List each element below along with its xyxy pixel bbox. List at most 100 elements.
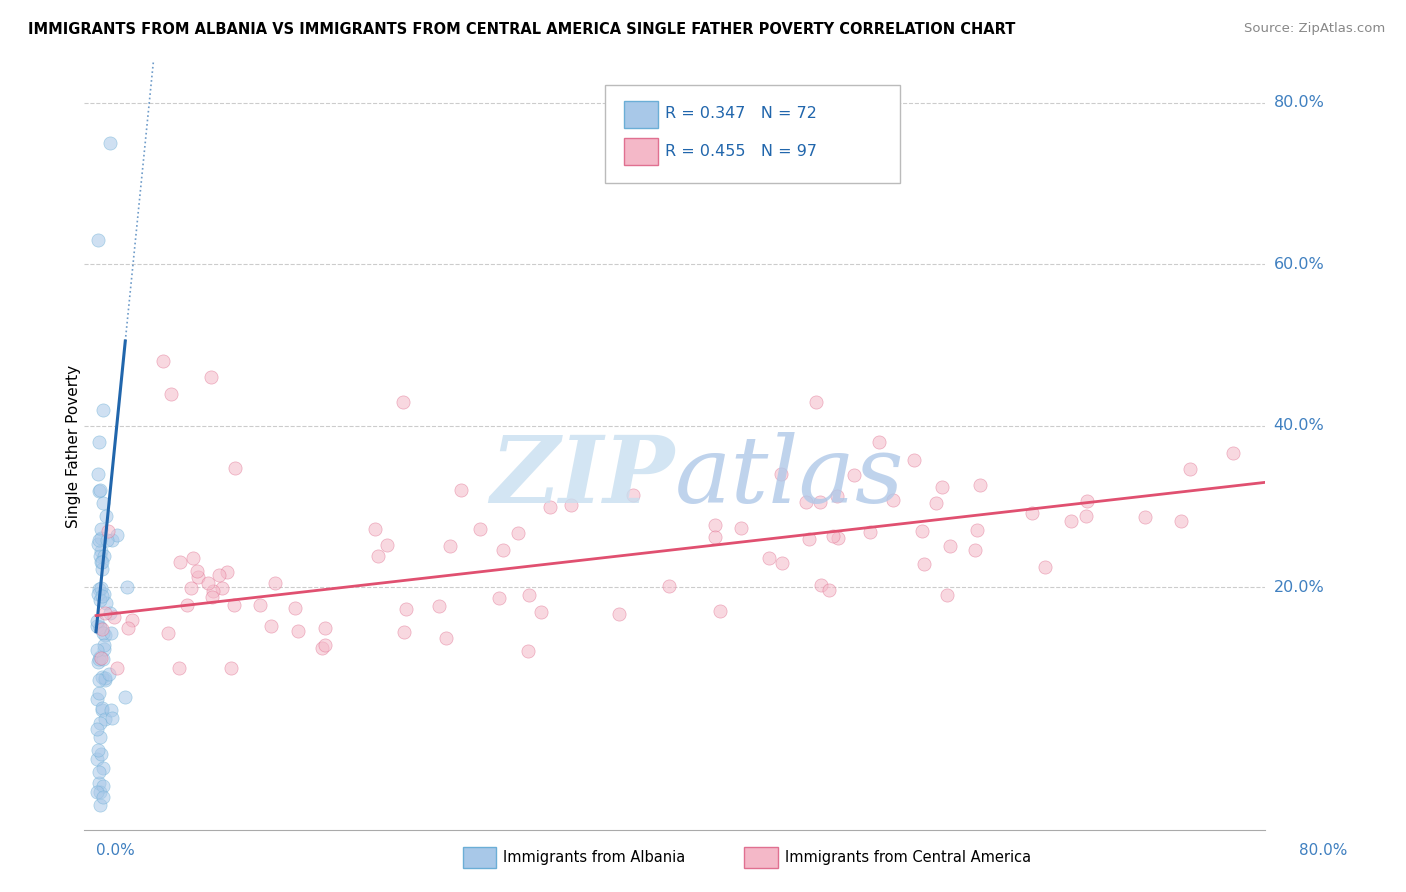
Point [89,593,111,607]
Y-axis label: Single Father Poverty: Single Father Poverty [66,365,80,527]
Point [224,598,246,612]
Point [827,531,849,545]
Point [1021,506,1043,520]
Point [115,581,138,595]
Point [86,752,108,766]
Point [93,642,115,657]
Point [169,555,191,569]
Point [105,528,128,542]
Point [93,587,115,601]
Point [90,581,112,595]
Point [1178,461,1201,475]
Point [87,775,110,789]
Point [201,590,224,604]
Point [621,488,644,502]
Point [468,522,491,536]
Text: 80.0%: 80.0% [1274,95,1324,111]
Point [560,498,582,512]
Point [882,492,904,507]
Point [709,604,731,618]
Text: Source: ZipAtlas.com: Source: ZipAtlas.com [1244,22,1385,36]
Point [1060,514,1083,528]
Point [730,521,752,535]
Point [758,551,780,566]
Point [1035,559,1057,574]
Point [769,467,792,481]
Point [287,624,309,638]
Point [538,500,561,514]
Point [392,394,415,409]
Point [89,549,111,563]
Point [704,530,727,544]
Point [284,601,307,615]
Point [96,533,118,548]
Point [186,564,208,578]
Point [90,543,112,558]
Point [98,606,121,620]
Point [181,551,204,566]
Point [157,626,180,640]
Point [770,556,793,570]
Point [97,524,120,539]
Point [392,625,415,640]
Point [903,452,925,467]
Point [395,602,418,616]
Point [91,789,114,804]
Text: 0.0%: 0.0% [96,843,135,858]
Point [844,468,866,483]
Point [314,638,336,652]
Point [810,495,832,509]
Point [810,578,832,592]
Text: IMMIGRANTS FROM ALBANIA VS IMMIGRANTS FROM CENTRAL AMERICA SINGLE FATHER POVERTY: IMMIGRANTS FROM ALBANIA VS IMMIGRANTS FR… [28,22,1015,37]
Point [607,607,630,621]
Point [260,618,283,632]
Point [939,539,962,553]
Point [804,394,827,409]
Point [90,703,112,717]
Point [87,655,110,669]
Text: atlas: atlas [675,432,904,522]
Point [859,524,882,539]
Text: R = 0.347   N = 72: R = 0.347 N = 72 [665,106,817,120]
Point [86,614,108,628]
Text: 40.0%: 40.0% [1274,418,1324,434]
Point [94,712,117,726]
Point [91,780,114,794]
Point [176,599,198,613]
Point [364,522,387,536]
Point [101,711,124,725]
Point [427,599,450,613]
Point [658,579,681,593]
Point [180,582,202,596]
Text: ZIP: ZIP [491,432,675,522]
Point [91,402,114,417]
Text: Immigrants from Albania: Immigrants from Albania [503,850,686,864]
Point [89,730,111,744]
Point [89,620,111,634]
Point [219,661,242,675]
Text: 60.0%: 60.0% [1274,257,1324,272]
Point [89,715,111,730]
Point [375,538,398,552]
Point [86,722,108,736]
Point [90,622,112,636]
Point [152,354,174,368]
Point [94,596,117,610]
Point [91,761,114,775]
Point [93,638,115,652]
Point [90,590,112,604]
Point [704,518,727,533]
Point [263,575,285,590]
Point [1222,446,1244,460]
Point [517,644,540,658]
Point [91,555,114,569]
Point [911,524,934,538]
Point [200,370,222,384]
Point [1133,510,1156,524]
Point [434,631,457,645]
Point [439,539,461,553]
Point [90,651,112,665]
Point [94,671,117,685]
Point [969,477,991,491]
Point [89,798,111,813]
